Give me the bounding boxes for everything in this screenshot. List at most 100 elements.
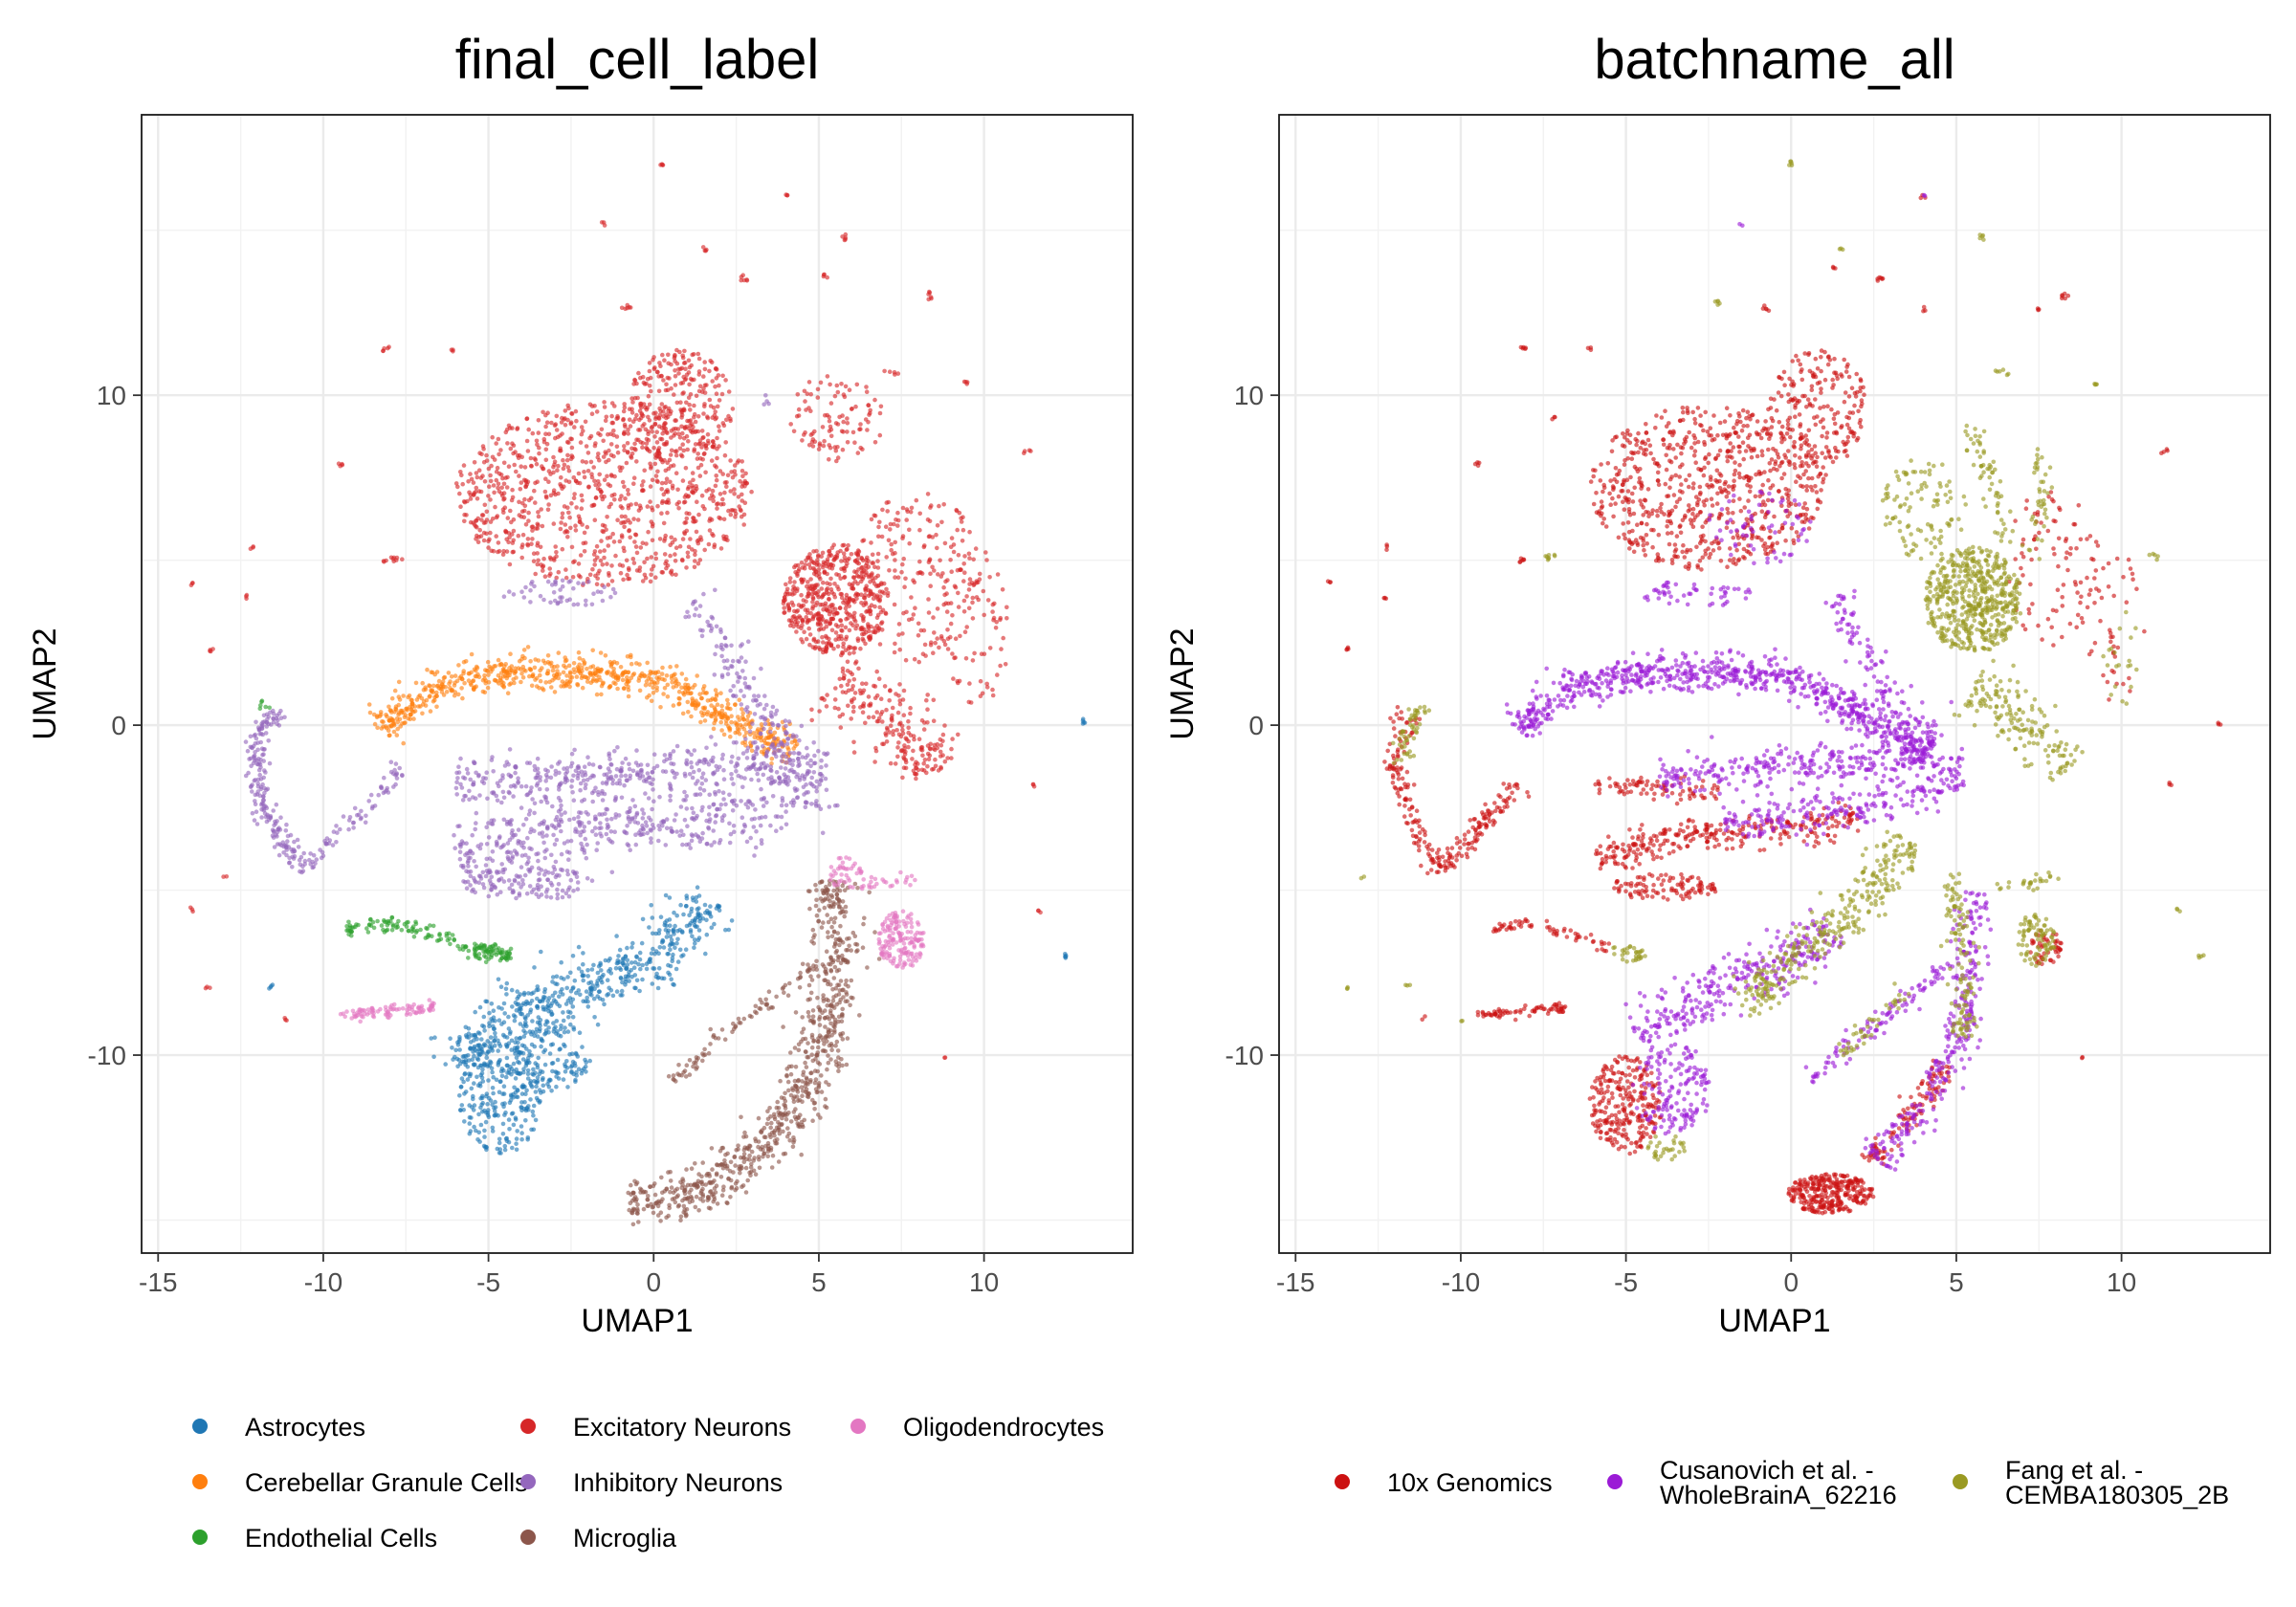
data-point (541, 834, 545, 839)
data-point (502, 1147, 508, 1153)
data-point (611, 680, 616, 685)
data-point (629, 960, 634, 965)
data-point (990, 687, 995, 693)
data-point (478, 489, 484, 495)
data-point (538, 1023, 542, 1028)
data-point (537, 1028, 542, 1034)
data-point (394, 733, 400, 737)
data-point (535, 1078, 541, 1084)
data-point (650, 769, 655, 775)
data-point (582, 848, 586, 853)
data-point (521, 668, 526, 672)
data-point (824, 645, 829, 649)
data-point (403, 713, 408, 717)
data-point (948, 634, 953, 640)
data-point (647, 368, 652, 374)
data-point (468, 777, 474, 782)
data-point (580, 669, 585, 673)
data-point (715, 501, 719, 507)
data-point (1081, 720, 1087, 725)
data-point (880, 719, 885, 724)
data-point (699, 493, 705, 498)
data-point (671, 929, 676, 935)
data-point (475, 1056, 480, 1061)
data-point (622, 548, 627, 554)
data-point (809, 717, 814, 723)
data-point (546, 502, 551, 507)
data-point (622, 782, 627, 788)
data-point (905, 509, 910, 515)
data-point (908, 711, 913, 716)
data-point (740, 751, 746, 756)
data-point (607, 777, 611, 781)
data-point (484, 1051, 490, 1056)
data-point (863, 563, 869, 568)
data-point (445, 937, 451, 943)
data-point (527, 673, 532, 679)
data-point (804, 636, 809, 642)
data-point (914, 765, 918, 771)
data-point (543, 772, 549, 778)
data-point (508, 1065, 513, 1069)
data-point (513, 1040, 518, 1046)
data-point (401, 693, 406, 698)
data-point (621, 417, 626, 423)
data-point (904, 737, 910, 742)
data-point (900, 561, 905, 567)
data-point (493, 504, 497, 510)
data-point (867, 412, 872, 417)
data-point (395, 726, 401, 732)
data-point (659, 402, 665, 407)
data-point (812, 753, 817, 759)
data-point (639, 940, 645, 946)
data-point (664, 441, 669, 447)
data-point (865, 428, 870, 432)
data-point (834, 610, 840, 616)
data-point (737, 697, 742, 702)
data-point (547, 566, 552, 571)
data-point (553, 544, 558, 549)
data-point (893, 558, 897, 562)
data-point (602, 477, 607, 483)
data-point (524, 1061, 530, 1066)
data-point (916, 761, 920, 766)
data-point (483, 680, 489, 686)
data-point (953, 584, 959, 590)
data-point (585, 999, 590, 1004)
data-point (467, 671, 472, 676)
data-point (637, 662, 642, 667)
data-point (687, 382, 692, 387)
data-point (595, 994, 600, 999)
data-point (794, 795, 800, 801)
data-point (621, 519, 626, 525)
data-point (475, 1074, 479, 1080)
data-point (850, 671, 855, 677)
data-point (950, 737, 955, 741)
data-point (587, 435, 592, 441)
data-point (511, 1061, 517, 1067)
data-point (550, 668, 556, 673)
data-point (562, 1029, 567, 1035)
data-point (815, 386, 821, 392)
data-point (828, 582, 832, 586)
data-point (953, 636, 959, 641)
data-point (539, 1090, 543, 1095)
data-point (650, 523, 655, 529)
data-point (902, 584, 907, 589)
data-point (832, 697, 838, 702)
data-point (536, 1097, 541, 1103)
data-point (639, 767, 644, 773)
data-point (628, 424, 633, 429)
data-point (669, 937, 674, 943)
data-point (542, 1062, 548, 1068)
data-point (627, 678, 631, 684)
data-point (740, 498, 744, 503)
data-point (640, 440, 646, 446)
data-point (976, 597, 982, 603)
data-point (940, 738, 945, 743)
data-point (717, 788, 721, 794)
data-point (528, 659, 533, 664)
data-point (875, 559, 880, 563)
data-point (487, 1021, 492, 1025)
data-point (644, 679, 650, 684)
